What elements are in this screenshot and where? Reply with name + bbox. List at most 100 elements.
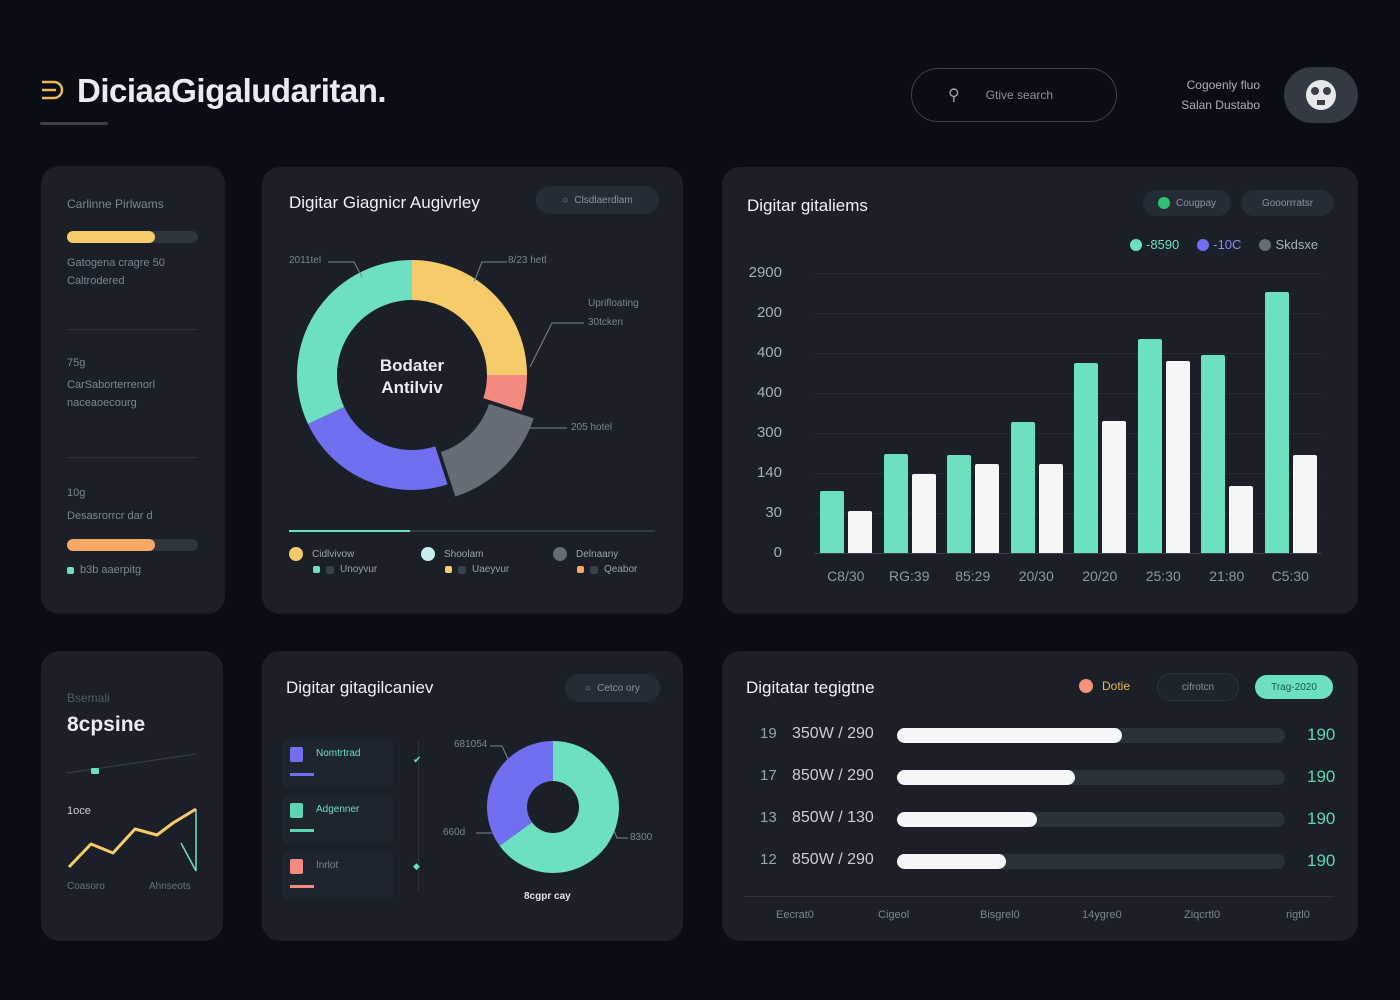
bar-white[interactable]	[848, 511, 872, 553]
list-item-label: Adgenner	[316, 804, 360, 815]
footer-label[interactable]: Bisgrel0	[980, 909, 1020, 921]
bar-teal[interactable]	[1010, 421, 1035, 553]
circle-icon: ○	[585, 682, 592, 694]
footer-label[interactable]: Cigeol	[878, 909, 910, 921]
donut-legend-item[interactable]: Delnaany	[553, 547, 618, 561]
row-value: 190	[1307, 851, 1336, 870]
y-tick-label: 400	[756, 344, 782, 361]
diamond-icon: ◆	[413, 861, 420, 871]
progress-card-title: Carlinne Pirlwams	[67, 197, 164, 211]
donut-legend-item[interactable]: Shoolam	[421, 547, 483, 561]
bar-teal[interactable]	[820, 491, 844, 553]
rows-filter-label: cifrotcn	[1181, 681, 1215, 693]
bar-teal[interactable]	[1201, 355, 1225, 553]
x-tick-label: RG:39	[889, 568, 930, 584]
bar-white[interactable]	[911, 473, 936, 553]
footer-label[interactable]: 14ygre0	[1082, 909, 1122, 921]
divider	[67, 329, 198, 330]
footer-label[interactable]: Ziqcrtl0	[1184, 909, 1221, 921]
legend-item: -10C	[1197, 237, 1241, 252]
donut-legend-item[interactable]: Cidlvivow	[289, 547, 354, 561]
bar-white[interactable]	[1038, 463, 1063, 553]
row-index: 12	[760, 851, 777, 868]
bar-teal[interactable]	[1137, 339, 1162, 553]
donut-slice-purple[interactable]	[307, 406, 448, 490]
row-index: 19	[760, 725, 777, 742]
green-dot-icon	[1157, 197, 1170, 209]
donut2-title: Digitar gitagilcaniev	[286, 678, 434, 697]
list-item-bar	[290, 829, 314, 832]
legend-label: Delnaany	[576, 548, 619, 560]
donut-slice-teal[interactable]	[297, 260, 412, 424]
legend-label: Cidlvivow	[312, 548, 355, 560]
bar-teal[interactable]	[883, 453, 908, 553]
legend-dot-icon	[289, 547, 303, 561]
legend-sub-label: Unoyvur	[340, 564, 378, 575]
gridline	[814, 393, 1322, 394]
bar-teal[interactable]	[1074, 363, 1098, 553]
donut2-filter-button[interactable]: ○ Cetco ory	[565, 674, 660, 702]
legend-dot-icon	[553, 547, 567, 561]
circle-icon: ○	[562, 194, 569, 206]
donut-chart	[297, 260, 584, 497]
donut-slice-pink[interactable]	[483, 375, 527, 411]
rows-filter-button[interactable]: cifrotcn	[1157, 673, 1239, 701]
donut-slice-yellow[interactable]	[412, 260, 527, 375]
spark-label: Bsemali	[67, 691, 110, 705]
list-item-icon	[290, 859, 303, 874]
y-tick-label: 30	[765, 504, 782, 521]
donut-legend-sub: Uaeyvur	[445, 564, 509, 575]
donut-slice-gray[interactable]	[440, 403, 534, 497]
donut-label: 30tcken	[588, 317, 624, 328]
secondary-filter-button[interactable]: Gooorrratsr	[1241, 190, 1334, 216]
gridline	[814, 513, 1322, 514]
row-label: 850W / 290	[792, 851, 874, 868]
donut-center-label: Bodater Antilviv	[362, 355, 462, 399]
row-index: 17	[760, 767, 777, 784]
bar-white[interactable]	[1229, 485, 1253, 553]
bar-chart-card: Digitar gitaliems Cougpay Gooorrratsr -8…	[722, 167, 1358, 614]
gridline	[814, 433, 1322, 434]
category-filter-button[interactable]: Cougpay	[1143, 190, 1231, 216]
x-tick-label: C5:30	[1271, 568, 1309, 584]
donut-progress-track	[289, 530, 655, 532]
bar-white[interactable]	[1292, 455, 1317, 553]
donut2-caption: 8cgpr cay	[524, 891, 571, 902]
rows-date-button[interactable]: Trag-2020	[1255, 675, 1333, 699]
list-item-bar	[290, 885, 314, 888]
donut-card: Digitar Giagnicr Augivrley ○ Clsdlaerdlam…	[262, 167, 683, 614]
leader-line	[613, 830, 628, 839]
donut2-label: 660d	[443, 827, 466, 838]
leader-line	[490, 745, 509, 760]
donut2-label: 681054	[454, 739, 488, 750]
gridline	[814, 353, 1322, 354]
footer-label[interactable]: Eecrat0	[776, 909, 814, 921]
donut2-slice[interactable]	[487, 741, 553, 846]
footer-label[interactable]: rigtl0	[1286, 909, 1310, 921]
user-role: Salan Dustabo	[1181, 98, 1260, 112]
bar-white[interactable]	[1165, 361, 1190, 553]
row-label: 350W / 290	[792, 725, 874, 742]
donut2-slice[interactable]	[499, 741, 619, 873]
avatar[interactable]	[1284, 67, 1358, 123]
y-tick-label: 140	[756, 464, 782, 481]
bar-teal[interactable]	[947, 455, 971, 553]
donut-label: 205 hotel	[571, 422, 613, 433]
bar-white[interactable]	[1102, 421, 1126, 553]
y-tick-label: 400	[756, 384, 782, 401]
donut-filter-button[interactable]: ○ Clsdlaerdlam	[536, 186, 659, 214]
x-tick-label: 20/20	[1082, 568, 1118, 584]
bar-white[interactable]	[975, 463, 999, 553]
bar-teal[interactable]	[1264, 291, 1289, 553]
chart-legend: -8590 -10C Skdsxe	[1130, 237, 1318, 252]
timeline-line	[418, 741, 419, 891]
status-dot-icon	[1079, 679, 1093, 693]
list-item-icon	[290, 803, 303, 818]
sparkline-chart	[66, 753, 197, 872]
search-box[interactable]: ⚲ Gtive search	[911, 68, 1117, 122]
leader-line	[473, 261, 507, 283]
donut-card-title: Digitar Giagnicr Augivrley	[289, 193, 480, 212]
donut2-card: Digitar gitagilcaniev ○ Cetco ory Nomtrtr…	[262, 651, 683, 941]
progress-bar-1	[67, 231, 198, 243]
row-progress	[897, 812, 1285, 827]
